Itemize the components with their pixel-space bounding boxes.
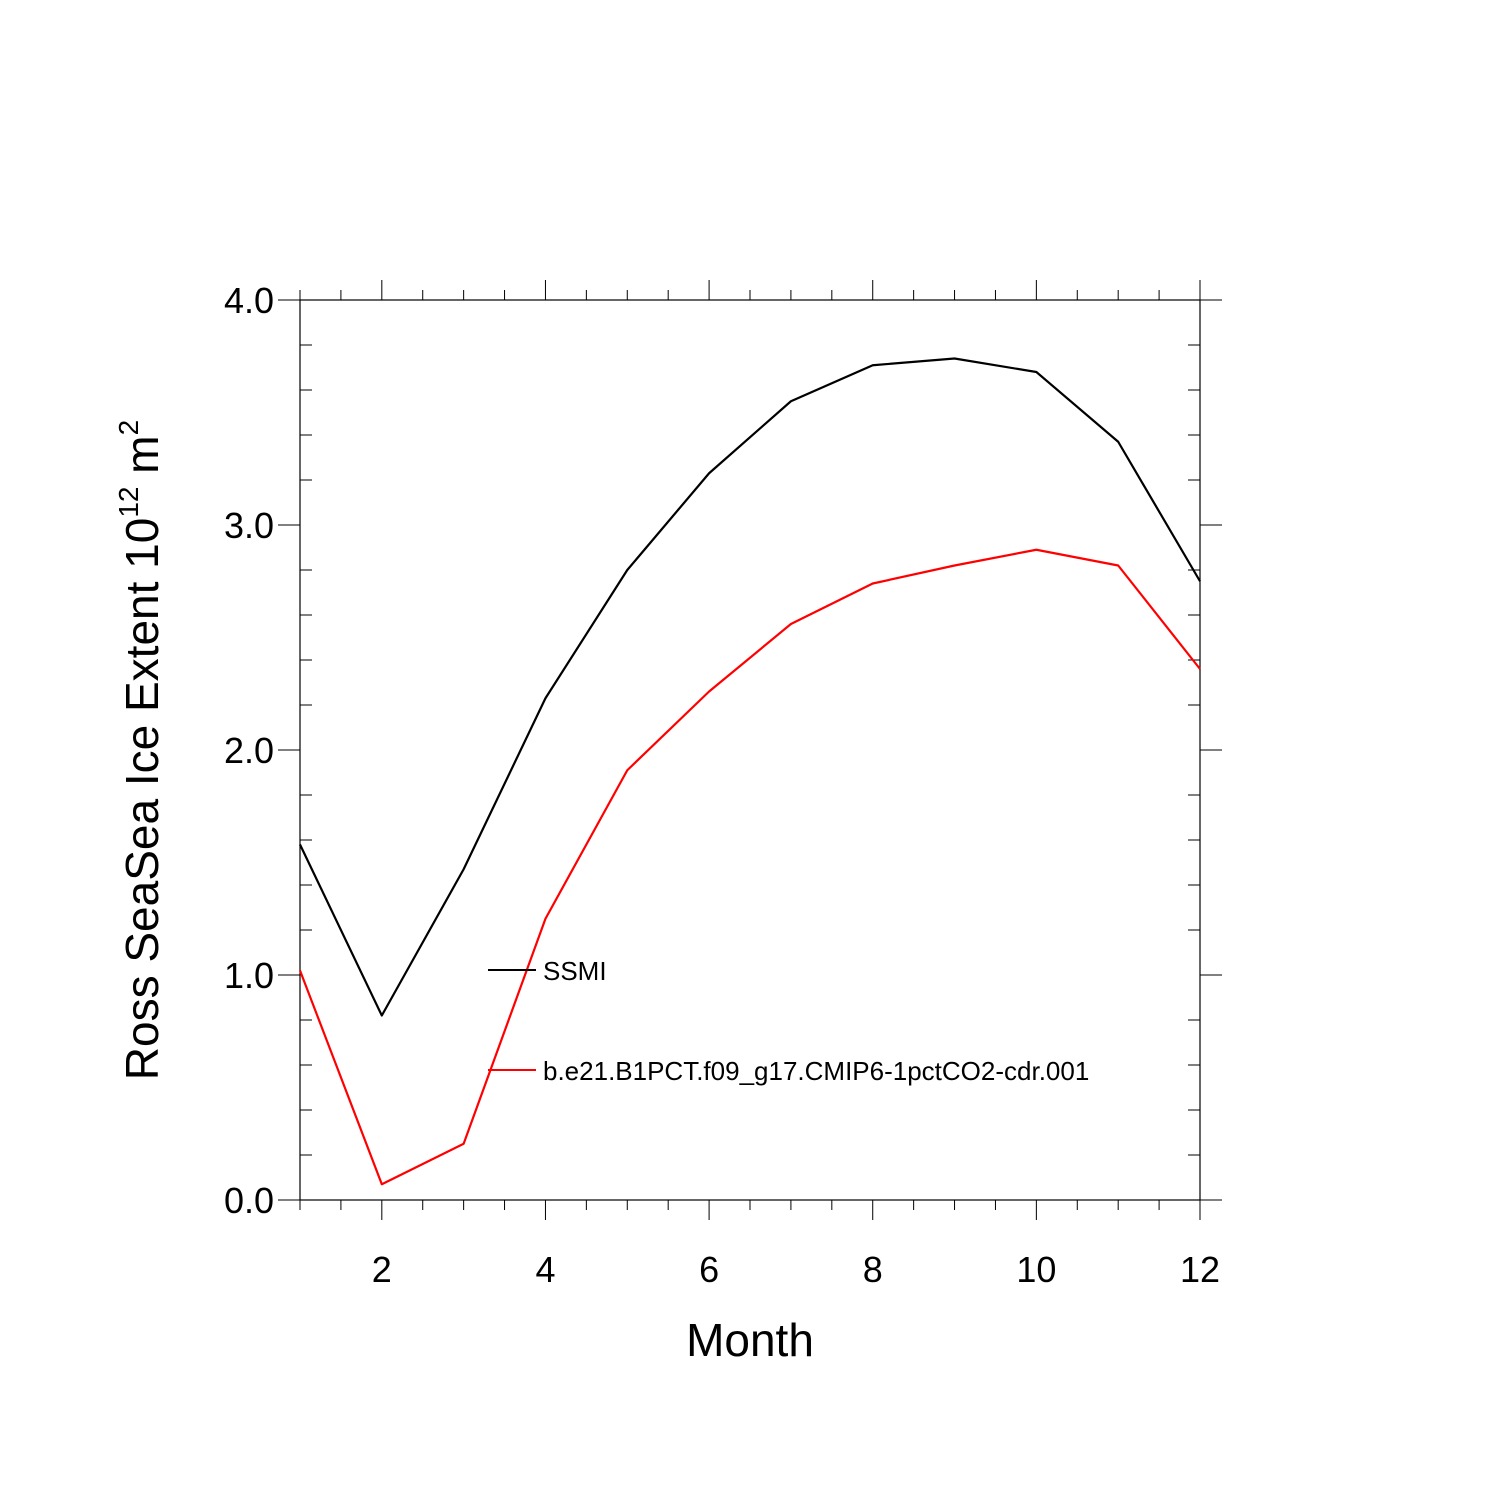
y-axis-title-main: Ross SeaSea Ice Extent 10 (116, 518, 168, 1081)
y-axis-title-unit: m (116, 435, 168, 486)
y-tick-label: 4.0 (224, 280, 274, 321)
y-tick-label: 1.0 (224, 955, 274, 996)
x-tick-label: 12 (1180, 1249, 1220, 1290)
y-tick-label: 0.0 (224, 1180, 274, 1221)
x-tick-label: 10 (1016, 1249, 1056, 1290)
legend-label-ssmi: SSMI (543, 956, 607, 986)
x-tick-label: 2 (372, 1249, 392, 1290)
x-tick-label: 8 (863, 1249, 883, 1290)
x-tick-label: 4 (535, 1249, 555, 1290)
x-axis-title: Month (686, 1314, 814, 1366)
y-tick-label: 3.0 (224, 505, 274, 546)
y-tick-label: 2.0 (224, 730, 274, 771)
tick-labels: 2 4 6 8 10 12 0.0 1.0 2.0 3.0 4.0 (224, 280, 1220, 1290)
series-line-ssmi (299, 357, 1201, 1017)
plot-frame (299, 299, 1201, 1201)
y-axis-title: Ross SeaSea Ice Extent 1012 m2 (113, 420, 168, 1080)
legend-label-model: b.e21.B1PCT.f09_g17.CMIP6-1pctCO2-cdr.00… (543, 1056, 1089, 1086)
series-line-model (298, 548, 1201, 1186)
series-group (298, 357, 1201, 1186)
y-axis-title-unit-exponent: 2 (113, 420, 144, 436)
axis-ticks (278, 280, 1222, 1220)
y-axis-title-exponent: 12 (113, 486, 144, 517)
x-tick-label: 6 (699, 1249, 719, 1290)
legend: SSMI b.e21.B1PCT.f09_g17.CMIP6-1pctCO2-c… (488, 956, 1089, 1086)
